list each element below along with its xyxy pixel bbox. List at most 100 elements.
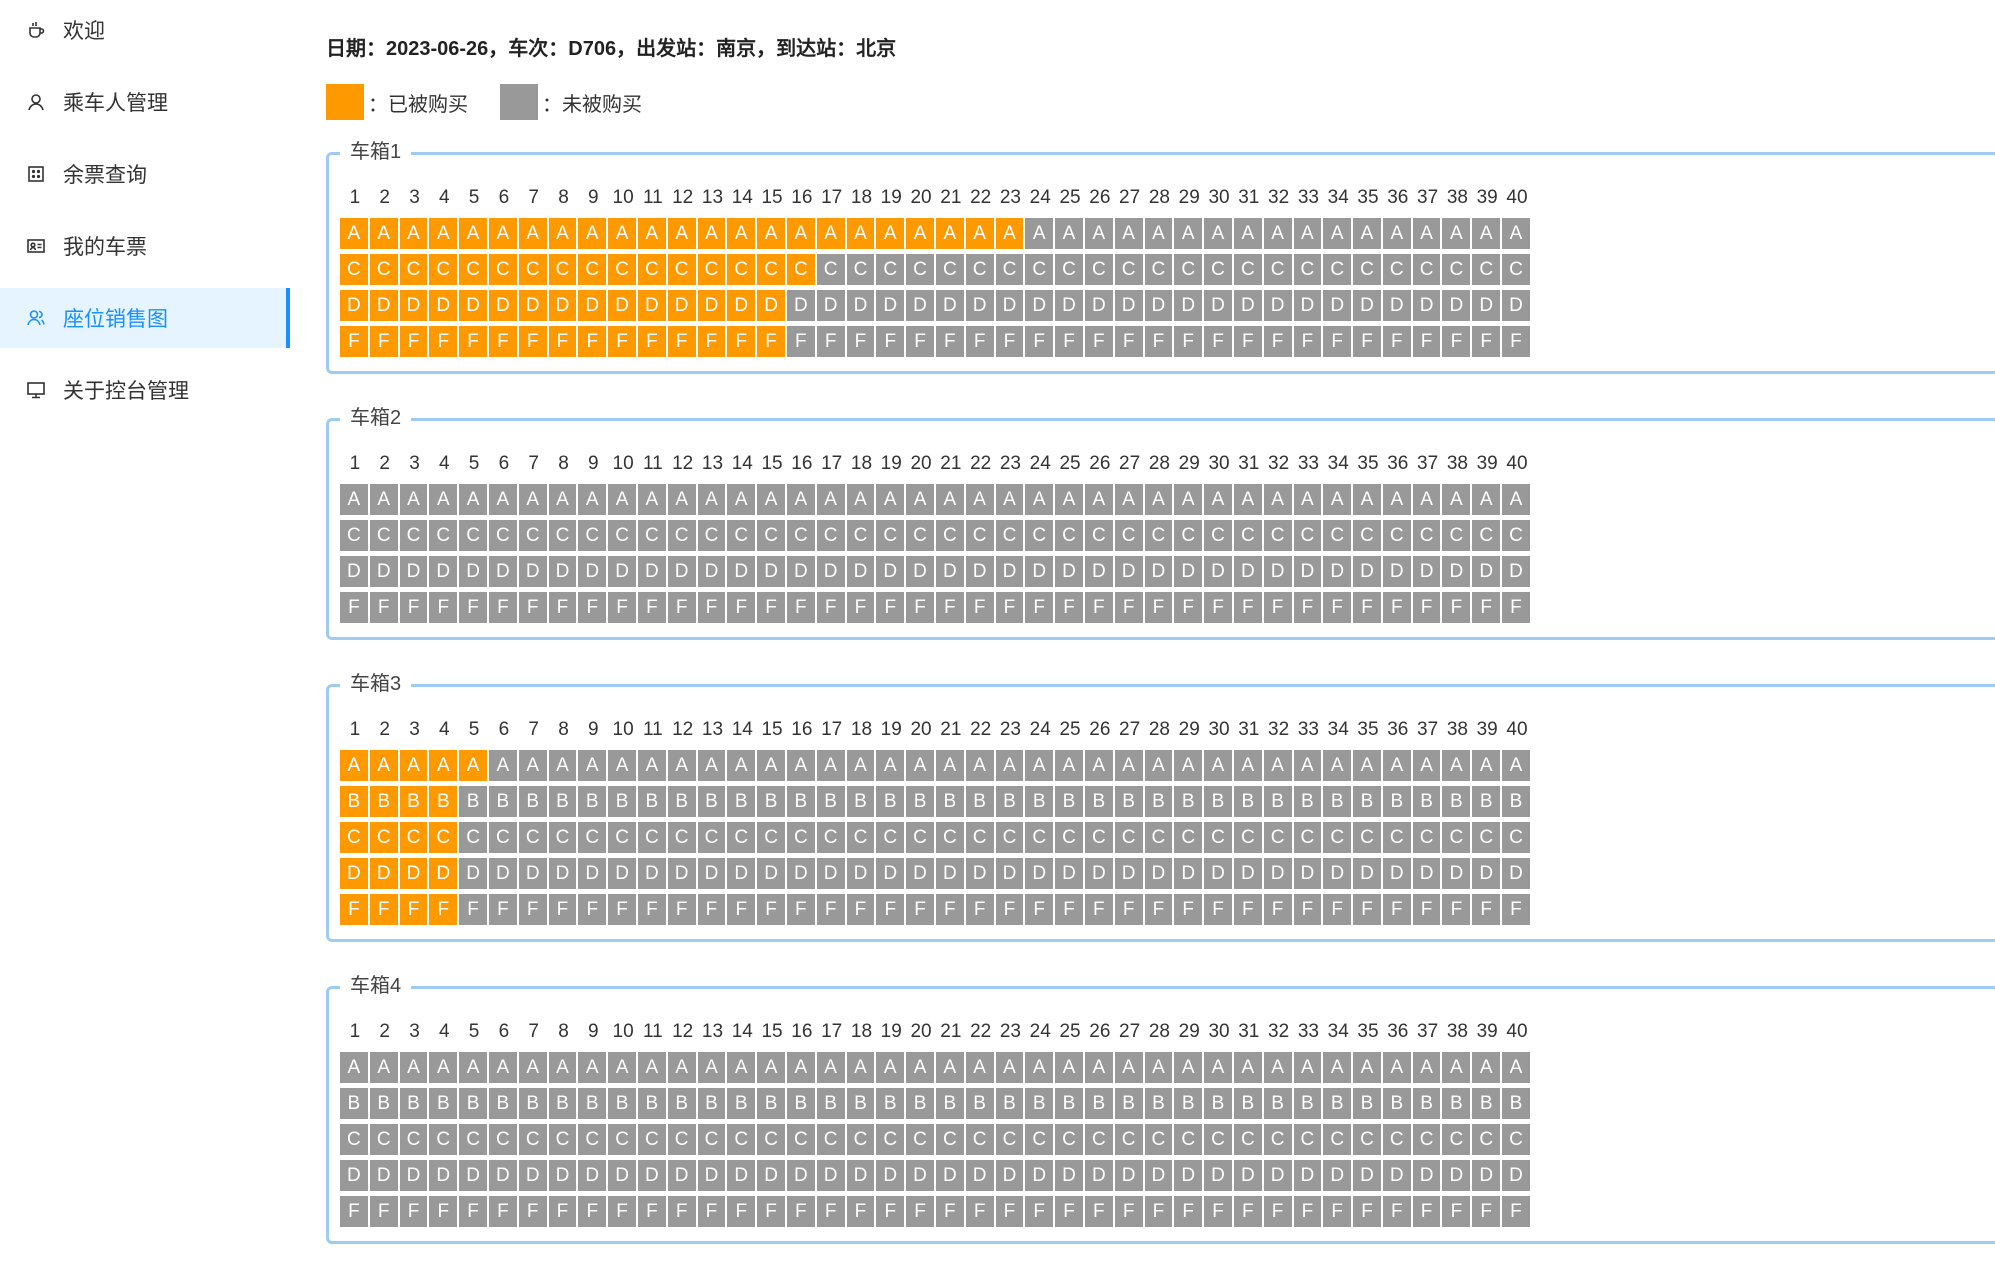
seat-available[interactable]: D: [1114, 556, 1143, 587]
seat-available[interactable]: B: [995, 786, 1024, 817]
seat-available[interactable]: F: [1114, 894, 1143, 925]
seat-available[interactable]: C: [1204, 520, 1232, 551]
seat-available[interactable]: C: [757, 822, 785, 853]
seat-available[interactable]: C: [1353, 254, 1381, 285]
seat-available[interactable]: F: [876, 1196, 905, 1227]
seat-available[interactable]: F: [578, 1196, 607, 1227]
seat-sold[interactable]: A: [518, 218, 547, 249]
seat-available[interactable]: F: [1353, 592, 1381, 623]
seat-available[interactable]: C: [1442, 254, 1471, 285]
seat-available[interactable]: C: [459, 1124, 487, 1155]
seat-available[interactable]: F: [697, 592, 726, 623]
seat-available[interactable]: C: [1084, 254, 1113, 285]
seat-available[interactable]: F: [1144, 894, 1173, 925]
seat-sold[interactable]: D: [757, 290, 785, 321]
seat-available[interactable]: B: [1055, 1088, 1083, 1119]
seat-available[interactable]: D: [340, 1160, 368, 1191]
seat-available[interactable]: C: [1233, 1124, 1262, 1155]
seat-available[interactable]: F: [1084, 894, 1113, 925]
seat-sold[interactable]: A: [369, 218, 398, 249]
seat-available[interactable]: F: [1353, 894, 1381, 925]
seat-available[interactable]: B: [1144, 786, 1173, 817]
seat-available[interactable]: F: [429, 592, 458, 623]
seat-available[interactable]: C: [935, 520, 964, 551]
seat-available[interactable]: B: [518, 1088, 547, 1119]
seat-available[interactable]: A: [488, 484, 517, 515]
seat-available[interactable]: D: [399, 556, 428, 587]
seat-available[interactable]: C: [995, 822, 1024, 853]
seat-available[interactable]: C: [1353, 822, 1381, 853]
seat-available[interactable]: D: [1353, 1160, 1381, 1191]
seat-available[interactable]: C: [846, 520, 875, 551]
seat-available[interactable]: F: [1025, 326, 1054, 357]
seat-sold[interactable]: B: [399, 786, 428, 817]
seat-available[interactable]: B: [697, 1088, 726, 1119]
seat-available[interactable]: D: [1502, 290, 1530, 321]
seat-available[interactable]: C: [757, 1124, 785, 1155]
seat-sold[interactable]: F: [340, 894, 368, 925]
seat-available[interactable]: F: [816, 326, 845, 357]
seat-available[interactable]: A: [1442, 750, 1471, 781]
seat-available[interactable]: F: [1323, 326, 1352, 357]
seat-available[interactable]: C: [1502, 520, 1530, 551]
seat-available[interactable]: A: [637, 1052, 666, 1083]
seat-available[interactable]: F: [608, 894, 636, 925]
seat-available[interactable]: F: [1293, 326, 1322, 357]
seat-available[interactable]: C: [1293, 254, 1322, 285]
seat-sold[interactable]: A: [429, 750, 458, 781]
seat-available[interactable]: A: [1323, 1052, 1352, 1083]
seat-available[interactable]: C: [1144, 1124, 1173, 1155]
seat-sold[interactable]: D: [429, 290, 458, 321]
seat-available[interactable]: F: [1263, 1196, 1292, 1227]
seat-available[interactable]: D: [876, 858, 905, 889]
seat-available[interactable]: C: [1472, 822, 1501, 853]
seat-available[interactable]: F: [518, 1196, 547, 1227]
seat-sold[interactable]: A: [340, 218, 368, 249]
seat-available[interactable]: C: [1204, 822, 1232, 853]
seat-sold[interactable]: C: [429, 822, 458, 853]
seat-available[interactable]: F: [578, 894, 607, 925]
seat-sold[interactable]: D: [578, 290, 607, 321]
seat-available[interactable]: A: [995, 1052, 1024, 1083]
seat-sold[interactable]: F: [548, 326, 577, 357]
seat-available[interactable]: F: [935, 894, 964, 925]
seat-available[interactable]: F: [1472, 894, 1501, 925]
seat-available[interactable]: A: [608, 1052, 636, 1083]
seat-available[interactable]: C: [548, 1124, 577, 1155]
seat-available[interactable]: A: [1025, 750, 1054, 781]
seat-available[interactable]: D: [1204, 290, 1232, 321]
seat-available[interactable]: C: [1293, 1124, 1322, 1155]
seat-available[interactable]: C: [1055, 1124, 1083, 1155]
seat-available[interactable]: A: [1263, 484, 1292, 515]
seat-available[interactable]: C: [1084, 1124, 1113, 1155]
seat-available[interactable]: A: [1174, 750, 1203, 781]
seat-available[interactable]: D: [906, 858, 934, 889]
seat-available[interactable]: F: [1263, 326, 1292, 357]
seat-available[interactable]: D: [1502, 858, 1530, 889]
seat-available[interactable]: D: [1442, 290, 1471, 321]
seat-available[interactable]: A: [518, 484, 547, 515]
seat-available[interactable]: A: [578, 750, 607, 781]
seat-available[interactable]: D: [1293, 858, 1322, 889]
seat-available[interactable]: D: [1382, 1160, 1411, 1191]
seat-available[interactable]: A: [1084, 1052, 1113, 1083]
seat-available[interactable]: D: [1412, 1160, 1441, 1191]
seat-available[interactable]: F: [667, 894, 696, 925]
seat-available[interactable]: A: [965, 1052, 994, 1083]
seat-sold[interactable]: F: [488, 326, 517, 357]
seat-available[interactable]: C: [1144, 254, 1173, 285]
seat-available[interactable]: C: [1174, 254, 1203, 285]
seat-available[interactable]: A: [1144, 750, 1173, 781]
seat-sold[interactable]: A: [727, 218, 756, 249]
seat-sold[interactable]: A: [637, 218, 666, 249]
seat-available[interactable]: F: [399, 592, 428, 623]
seat-available[interactable]: C: [1204, 1124, 1232, 1155]
seat-available[interactable]: A: [935, 484, 964, 515]
seat-available[interactable]: D: [757, 556, 785, 587]
seat-available[interactable]: A: [876, 484, 905, 515]
seat-available[interactable]: A: [1442, 484, 1471, 515]
seat-available[interactable]: F: [786, 326, 815, 357]
seat-available[interactable]: B: [727, 1088, 756, 1119]
seat-available[interactable]: D: [906, 556, 934, 587]
seat-available[interactable]: C: [846, 1124, 875, 1155]
